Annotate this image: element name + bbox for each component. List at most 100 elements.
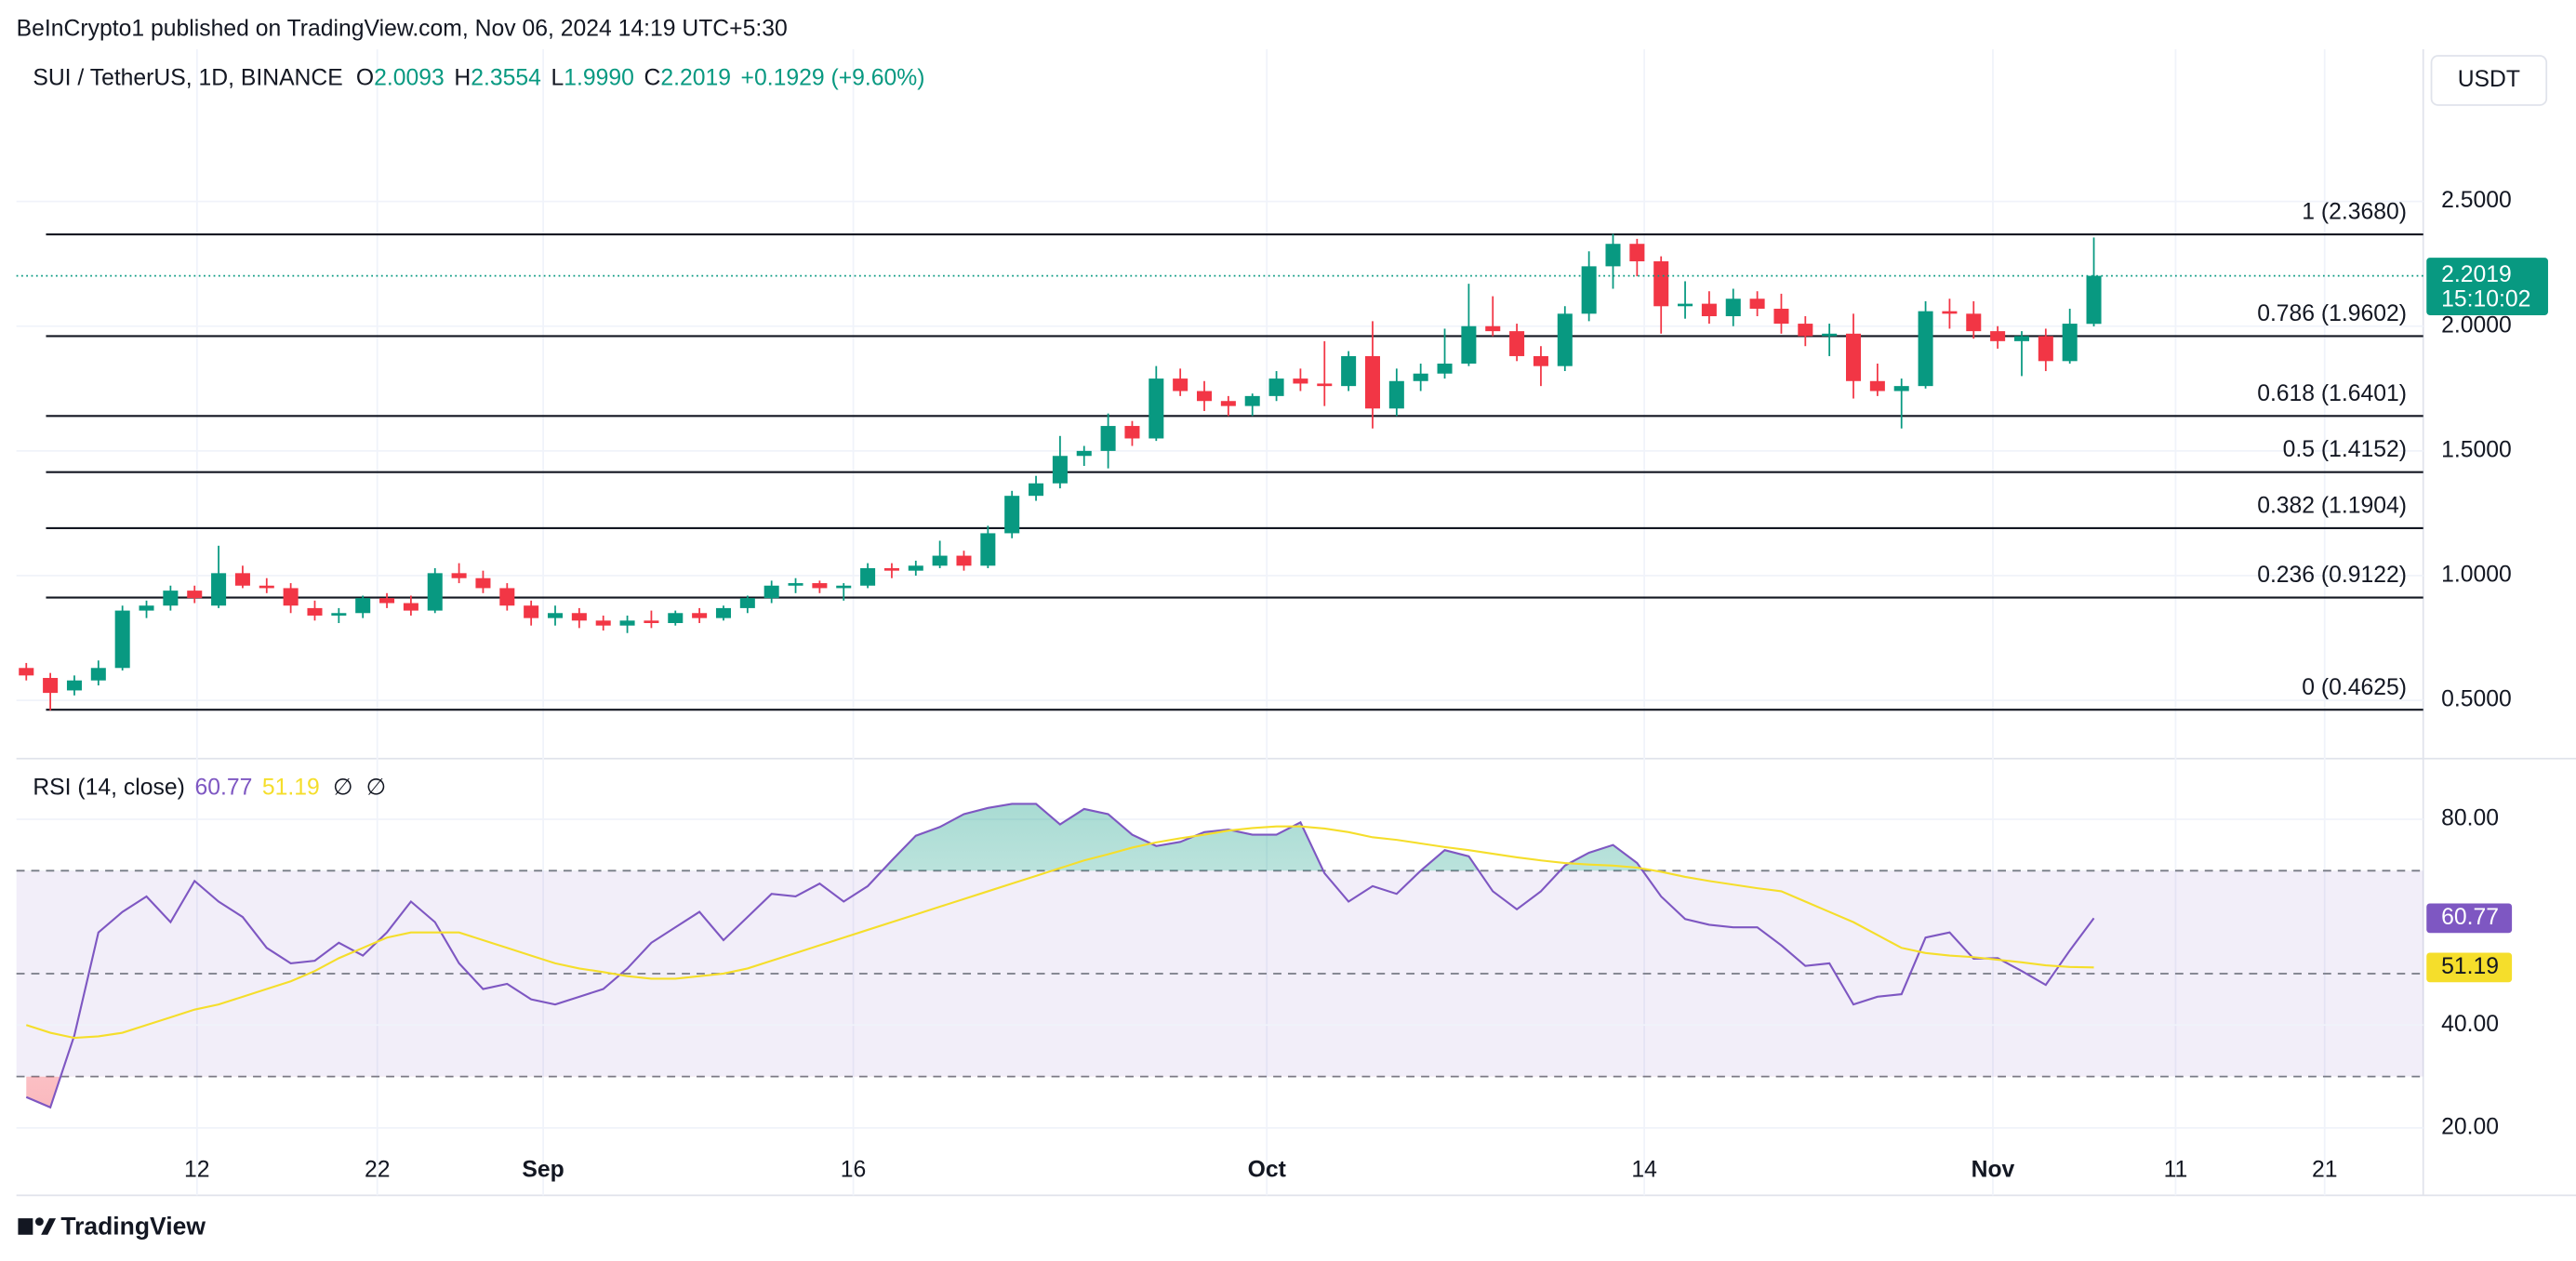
fib-label: 0 (0.4625): [2302, 675, 2407, 700]
candle-body: [1629, 244, 1645, 262]
rsi-legend: RSI (14, close) 60.77 51.19 ∅ ∅: [33, 775, 386, 800]
candle-body: [1725, 299, 1741, 317]
candle-body: [1413, 373, 1428, 381]
candle-body: [932, 555, 948, 566]
fib-label: 0.236 (0.9122): [2257, 563, 2407, 588]
price-tick-label: 1.0000: [2441, 563, 2512, 588]
candle-body: [1173, 378, 1188, 392]
x-tick-label: 21: [2312, 1157, 2338, 1182]
candle-body: [403, 603, 418, 611]
symbol-title: SUI / TetherUS, 1D, BINANCE: [33, 65, 342, 90]
candle-body: [1268, 378, 1284, 396]
rsi-tick-label: 80.00: [2441, 806, 2499, 831]
candle-body: [1942, 311, 1958, 314]
ohlc-value: 2.0093: [374, 65, 445, 90]
footer-brand: TradingView: [60, 1213, 206, 1241]
candle-body: [331, 613, 347, 616]
x-tick-label: Nov: [1972, 1157, 2015, 1182]
x-tick-label: 14: [1631, 1157, 1657, 1182]
candle-body: [1437, 363, 1453, 374]
fib-label: 0.5 (1.4152): [2283, 437, 2407, 462]
candle-body: [1100, 426, 1116, 451]
candle-body: [547, 613, 564, 618]
candle-body: [524, 605, 539, 618]
candle-body: [1485, 325, 1501, 332]
rsi-badge-value: 60.77: [2441, 905, 2499, 930]
tv-logo: [18, 1217, 57, 1235]
bar-countdown: 15:10:02: [2441, 287, 2530, 312]
price-tick-label: 1.5000: [2441, 437, 2512, 462]
candle-body: [43, 678, 59, 694]
overbought-fill: [26, 803, 2094, 871]
candle-body: [1052, 456, 1068, 484]
candle-body: [860, 567, 876, 586]
x-tick-label: Oct: [1248, 1157, 1286, 1182]
candle-body: [187, 591, 203, 599]
candle-body: [715, 607, 731, 618]
rsi-line: [25, 825, 2094, 1040]
candle-body: [1220, 401, 1236, 406]
candle-body: [90, 668, 106, 681]
candle-body: [1966, 313, 1982, 332]
candle-body: [1341, 355, 1357, 387]
candle-body: [499, 588, 515, 606]
candle-body: [1293, 378, 1308, 384]
rsi-legend-value: 51.19: [262, 775, 320, 800]
candle-body: [595, 620, 611, 626]
price-tick-label: 2.5000: [2441, 188, 2512, 213]
candle-body: [1317, 383, 1333, 387]
price-tick-label: 0.5000: [2441, 687, 2512, 712]
candle-body: [163, 591, 179, 606]
candle-body: [475, 577, 491, 589]
x-tick-label: 12: [184, 1157, 210, 1182]
ohlc-key: O: [356, 65, 374, 90]
candle-body: [139, 605, 154, 611]
candle-body: [644, 620, 659, 624]
candle-body: [1846, 333, 1862, 381]
candle-body: [307, 607, 323, 616]
x-tick-label: 11: [2164, 1157, 2188, 1182]
currency-box[interactable]: [2430, 55, 2548, 106]
candle-body: [1798, 324, 1813, 337]
candle-body: [668, 613, 684, 624]
candle-body: [1557, 313, 1573, 366]
x-tick-label: 16: [841, 1157, 867, 1182]
candle-body: [379, 598, 395, 604]
candle-body: [1533, 355, 1548, 366]
candle-body: [1701, 303, 1717, 317]
candle-body: [1822, 333, 1838, 337]
candle-body: [1678, 303, 1693, 307]
ohlc-key: L: [551, 65, 564, 90]
price-tick-label: 2.0000: [2441, 312, 2512, 338]
candle-body: [1605, 244, 1621, 267]
candle-body: [1029, 483, 1044, 497]
candle-body: [1893, 386, 1909, 392]
currency[interactable]: USDT: [2458, 67, 2520, 92]
candle-body: [1749, 299, 1765, 309]
candle-body: [259, 585, 274, 589]
ohlc-key: C: [644, 65, 660, 90]
symbol-legend: SUI / TetherUS, 1D, BINANCE O2.0093 H2.355…: [33, 65, 924, 90]
candle-body: [1388, 380, 1404, 409]
candle-body: [1509, 331, 1525, 356]
candle-body: [66, 680, 82, 691]
candle-body: [451, 573, 467, 578]
candle-body: [883, 567, 899, 571]
candle-body: [234, 573, 250, 586]
price-change: +0.1929 (+9.60%): [741, 65, 925, 90]
candle-body: [908, 565, 923, 571]
candle-body: [1244, 395, 1260, 406]
candle-body: [619, 620, 635, 626]
rsi-legend-marker: ∅: [333, 775, 353, 800]
published-line: BeInCrypto1 published on TradingView.com…: [17, 16, 788, 41]
rsi-legend-value: 60.77: [194, 775, 252, 800]
rsi-value-badge: [2426, 903, 2513, 934]
candle-body: [739, 598, 755, 608]
fib-label: 0.618 (1.6401): [2257, 381, 2407, 406]
x-tick-label: 22: [365, 1157, 391, 1182]
candle-body: [1918, 311, 1933, 387]
x-tick-label: Sep: [522, 1157, 564, 1182]
candle-body: [956, 555, 972, 566]
